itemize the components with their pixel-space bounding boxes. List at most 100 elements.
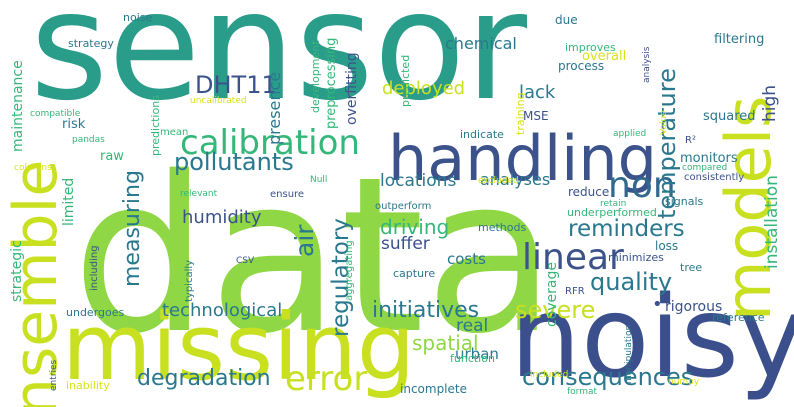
word-error: error [285, 359, 368, 399]
word-real: real [456, 316, 489, 336]
word-humidity: humidity [182, 207, 262, 228]
word-inability: inability [66, 379, 110, 392]
word-columns: columns [14, 163, 52, 173]
word-sensor: sensor [30, 0, 528, 134]
word-preprocessing: preprocessing [324, 37, 339, 129]
word-typically: typically [184, 259, 195, 302]
word-installation: installation [762, 175, 782, 269]
word-deployed: deployed [382, 78, 466, 99]
word-minimizes: minimizes [608, 251, 664, 264]
word-pollutants: pollutants [174, 148, 294, 176]
word-numpy: numpy [668, 377, 700, 387]
word-mean: mean [160, 127, 189, 138]
word-measuring: measuring [120, 170, 145, 287]
word-suffer: suffer [381, 234, 430, 254]
word-mse: MSE [523, 109, 549, 123]
word-compatible: compatible [30, 109, 81, 119]
word-indicate: indicate [460, 128, 504, 141]
word-process: process [558, 59, 605, 73]
word-driving: driving [380, 215, 450, 239]
word-squared: squared [703, 109, 756, 124]
word-analyses: analyses [480, 170, 551, 189]
word-incomplete: incomplete [400, 382, 467, 396]
word-pandas: pandas [72, 135, 105, 145]
word-overall: overall [582, 49, 627, 64]
word-noisy: noisy [510, 273, 794, 403]
word-manipulation: manipulation [624, 324, 634, 384]
word-handling: handling [388, 122, 658, 195]
word-high: high [760, 84, 780, 122]
word-data: data [72, 130, 557, 381]
word-filtering: filtering [714, 32, 765, 47]
word-format: format [567, 387, 598, 397]
word-chemical: chemical [445, 34, 517, 53]
word-consistently: consistently [684, 172, 745, 183]
word-excluded: excluded [478, 176, 519, 186]
word-overfitting: overfitting [344, 52, 360, 125]
word-presence: presence [265, 71, 284, 145]
word-strategic: strategic [9, 240, 25, 302]
word-entries: entries [49, 359, 59, 391]
word-reduce: reduce [568, 185, 610, 199]
word-noise: noise [123, 11, 153, 24]
word-predictions: predictions [149, 95, 162, 156]
word-retain: retain [600, 199, 627, 209]
word-risk: risk [62, 117, 86, 132]
word-severe: severe [515, 296, 596, 324]
word-tree: tree [680, 261, 703, 274]
word-limited: limited [61, 177, 77, 226]
word-capture: capture [393, 267, 436, 280]
word-due: due [555, 13, 578, 27]
word-value: Value [659, 110, 669, 135]
word-rfr: RFR [565, 286, 585, 297]
word-ensure: ensure [270, 189, 305, 200]
word-including: including [89, 245, 100, 291]
word-methods: methods [478, 221, 527, 234]
word-reminders: reminders [568, 216, 685, 242]
word-spatial: spatial [412, 331, 479, 355]
word-outperform: outperform [375, 201, 432, 212]
word-locations: locations [380, 171, 457, 191]
word-applied: applied [613, 129, 647, 139]
word-improves: improves [565, 41, 616, 54]
word-raw: raw [100, 149, 124, 164]
word-degradation: degradation [137, 366, 271, 391]
word-dht11: DHT11 [195, 71, 277, 99]
word-null: Null [310, 175, 328, 185]
word-consequences: consequences [522, 363, 694, 391]
word-training: training [514, 92, 527, 135]
word-maintenance: maintenance [10, 60, 26, 152]
word-loss: loss [655, 239, 679, 253]
word-relevant: relevant [180, 189, 218, 199]
word-predicted: predicted [399, 54, 412, 107]
word-uncalibrated: uncalibrated [190, 96, 247, 106]
word-aggregating: aggregating [344, 240, 355, 301]
word-calibration: calibration [180, 123, 360, 163]
word-analysis: analysis [642, 46, 652, 83]
word-quality: quality [590, 268, 673, 296]
word-r2: R² [685, 135, 696, 146]
word-dot: • [652, 294, 663, 315]
word-function: function [450, 352, 495, 365]
word-technological: technological [162, 300, 283, 321]
word-initiatives: initiatives [372, 298, 480, 323]
word-air: air [290, 224, 319, 257]
word-monitors: monitors [680, 151, 738, 166]
word-strategy: strategy [68, 37, 114, 50]
word-reference: reference [712, 311, 765, 324]
word-non: non [608, 165, 676, 206]
word-compared: compared [682, 163, 728, 173]
word-coverage: coverage [544, 262, 560, 327]
word-urban: urban [455, 345, 499, 363]
word-csv: CSV [236, 256, 255, 266]
word-linear: linear [522, 237, 624, 278]
word-costs: costs [447, 250, 486, 268]
word-undergoes: undergoes [66, 306, 125, 319]
word-lack: lack [519, 82, 556, 103]
word-rigorous: rigorous [665, 299, 723, 315]
word-included: included [530, 370, 569, 380]
word-missing: missing [62, 294, 416, 401]
word-development: development [309, 40, 322, 113]
word-underperformed: underperformed [567, 206, 657, 219]
